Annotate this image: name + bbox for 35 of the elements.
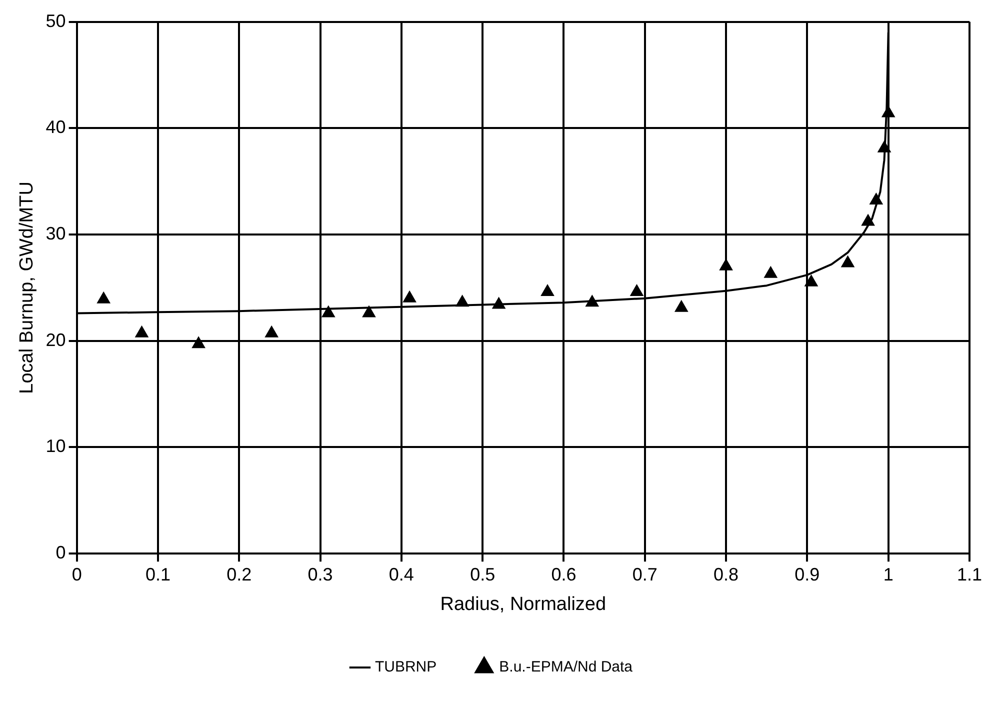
y-tick-label: 10 [46,436,66,456]
x-tick-label: 0.5 [470,564,496,584]
x-tick-label: 0.7 [632,564,658,584]
point [630,284,644,296]
x-axis-title: Radius, Normalized [440,594,606,615]
x-tick-label: 0 [72,564,82,584]
point [97,292,110,304]
y-tick-label: 40 [46,117,66,138]
x-tick-label: 0.2 [226,564,252,584]
point [719,258,733,270]
y-tick-label: 30 [46,223,66,244]
point [135,326,148,338]
x-tick-label: 0.6 [551,564,576,584]
x-tick-label: 0.3 [308,564,333,584]
x-tick-label: 0.9 [794,564,820,584]
x-tick-label: 1 [883,564,894,584]
point [192,336,206,348]
point [804,274,818,286]
legend-label: TUBRNP [374,658,437,676]
y-tick-label: 20 [46,330,66,350]
y-axis-title: Local Burnup, GWd/MTU [16,182,38,394]
y-tick-label: 50 [46,10,66,31]
legend-label: B.u.-EPMA/Nd Data [499,658,634,676]
point [764,266,778,278]
y-tick-label: 0 [56,542,66,563]
x-tick-label: 0.1 [145,564,170,584]
point [540,284,554,296]
point [265,326,278,338]
x-tick-label: 0.4 [388,564,414,584]
x-tick-label: 1.1 [956,564,982,584]
point [362,306,376,318]
x-tick-label: 0.8 [714,564,739,584]
point [674,300,688,312]
point [402,290,416,302]
point [841,256,854,268]
